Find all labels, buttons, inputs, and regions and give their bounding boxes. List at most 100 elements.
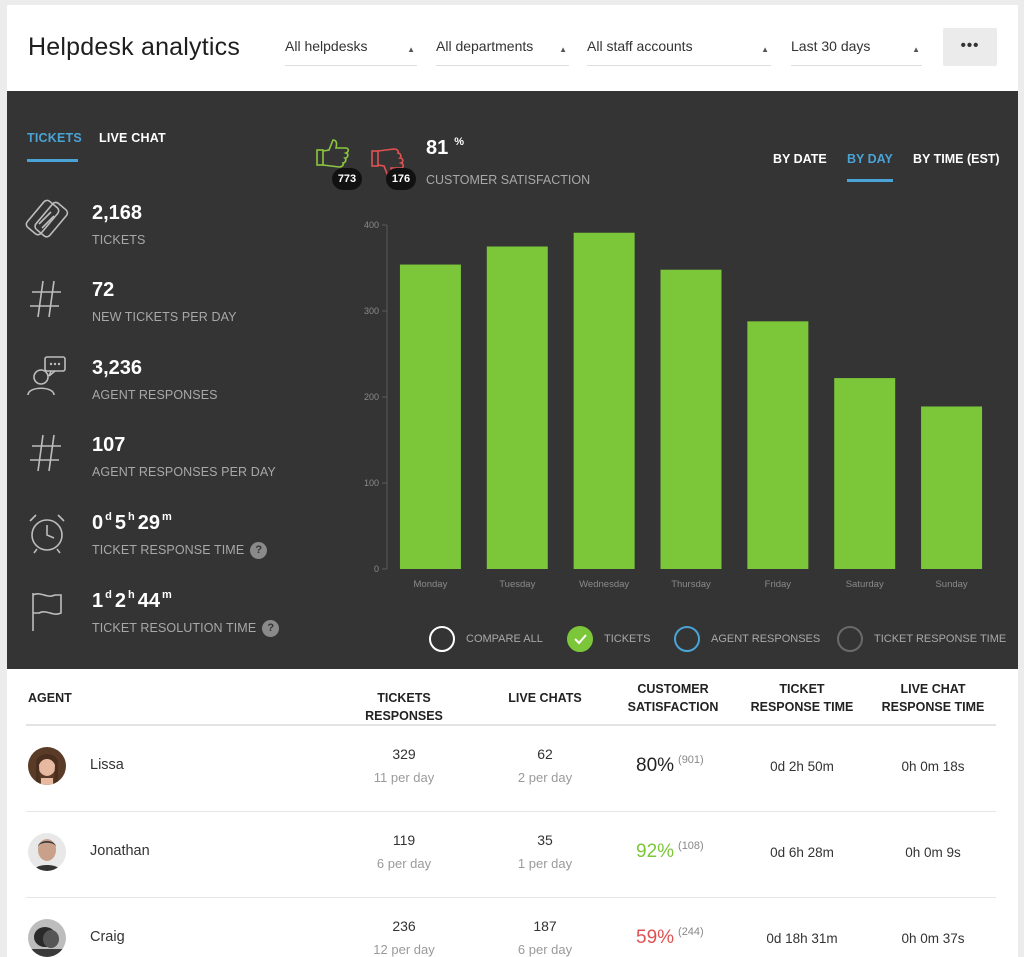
legend-circle: [429, 626, 455, 652]
flag-icon: [32, 593, 62, 631]
bar-monday: [399, 264, 461, 569]
chats-cell: 35 1 per day: [501, 832, 589, 871]
agent-name[interactable]: Craig: [90, 929, 125, 945]
stats-panel: TICKETS LIVE CHAT 2,168 TICKETS 72 NEW T…: [7, 91, 1018, 669]
satisfaction-count: (244): [678, 926, 704, 938]
ticket-resolution-time-text: TICKET RESOLUTION TIME: [92, 621, 257, 635]
x-tick-label: Thursday: [671, 579, 711, 590]
agent-name[interactable]: Lissa: [90, 757, 124, 773]
tickets-per-day: 6 per day: [376, 856, 432, 871]
new-tickets-per-day-value: 72: [92, 279, 115, 301]
caret-icon: ▲: [407, 45, 415, 54]
agent-name[interactable]: Jonathan: [90, 843, 150, 859]
satisfaction-count: (108): [678, 840, 704, 852]
more-options-button[interactable]: •••: [943, 28, 997, 66]
legend-circle: [674, 626, 700, 652]
check-icon: [567, 626, 593, 652]
x-tick-label: Monday: [414, 579, 448, 590]
x-tick-label: Sunday: [935, 579, 967, 590]
tab-by-date[interactable]: BY DATE: [773, 152, 827, 166]
col-header-satisfaction-line2: SATISFACTION: [627, 700, 719, 714]
agent-icon: [27, 356, 66, 396]
resolution-minutes-unit: m: [161, 589, 172, 601]
tab-by-day[interactable]: BY DAY: [847, 152, 893, 166]
helpdesk-filter-label: All helpdesks: [285, 38, 368, 54]
caret-icon: ▲: [761, 45, 769, 54]
tab-live-chat[interactable]: LIVE CHAT: [99, 131, 166, 145]
legend-tickets-label: TICKETS: [604, 633, 651, 645]
col-header-satisfaction[interactable]: CUSTOMER SATISFACTION: [617, 680, 729, 716]
tickets-value: 2,168: [92, 202, 143, 224]
resolution-hours: 2: [114, 590, 126, 612]
chats-cell: 62 2 per day: [501, 746, 589, 785]
agent-responses-value: 3,236: [92, 357, 143, 379]
resolution-days-unit: d: [105, 589, 112, 601]
department-filter[interactable]: All departments ▲: [436, 35, 569, 66]
avatar: [28, 747, 66, 785]
chat-response-time-cell: 0h 0m 9s: [905, 845, 961, 860]
avatar: [28, 833, 66, 871]
col-header-live-chats[interactable]: LIVE CHATS: [508, 691, 582, 705]
table-row[interactable]: Lissa 329 11 per day 62 2 per day 80% (90…: [26, 726, 996, 812]
thumbs-down-count: 176: [386, 168, 416, 190]
chat-response-time-cell: 0h 0m 18s: [901, 759, 965, 774]
satisfaction-percent: 80%: [636, 755, 675, 776]
tickets-cell: 236 12 per day: [337, 918, 471, 957]
col-header-satisfaction-line1: CUSTOMER: [637, 682, 709, 696]
ticket-response-time-text: TICKET RESPONSE TIME: [92, 543, 245, 557]
hash-icon: [30, 280, 61, 318]
satisfaction-cell: 92% (108): [636, 840, 704, 863]
table-row[interactable]: Jonathan 119 6 per day 35 1 per day 92%(…: [26, 812, 996, 898]
bar-friday: [747, 321, 809, 569]
x-tick-label: Saturday: [846, 579, 884, 590]
y-tick-label: 100: [364, 478, 379, 488]
view-tab-active-underline: [847, 179, 893, 182]
tab-by-time[interactable]: BY TIME (EST): [913, 152, 1000, 166]
satisfaction-percent: 59%: [636, 927, 675, 948]
response-hours: 5: [114, 512, 126, 534]
table-row[interactable]: Craig 236 12 per day 187 6 per day 59% (2…: [26, 898, 996, 957]
col-header-chat-response-time[interactable]: LIVE CHAT RESPONSE TIME: [875, 680, 991, 716]
tickets-by-day-chart: 0 100 200 300 400 Monday Tuesday Wednesday Thurs…: [364, 220, 983, 590]
tab-tickets[interactable]: TICKETS: [27, 131, 82, 145]
help-icon[interactable]: ?: [250, 542, 268, 559]
header-divider: [26, 724, 996, 726]
satisfaction-label: CUSTOMER SATISFACTION: [426, 173, 591, 187]
help-icon[interactable]: ?: [262, 620, 280, 637]
bar-tuesday: [486, 246, 548, 569]
agent-responses-per-day-label: AGENT RESPONSES PER DAY: [92, 465, 276, 479]
satisfaction-value: 81%: [426, 136, 464, 160]
bar-saturday: [834, 378, 896, 569]
x-tick-label: Friday: [765, 579, 792, 590]
y-tick-label: 200: [364, 392, 379, 402]
tickets-count: 236: [392, 918, 416, 934]
staff-filter[interactable]: All staff accounts ▲: [587, 35, 771, 66]
y-tick-label: 0: [374, 564, 379, 574]
response-days: 0: [92, 512, 104, 534]
helpdesk-filter[interactable]: All helpdesks ▲: [285, 35, 417, 66]
tickets-cell: 119 6 per day: [337, 832, 471, 871]
agent-responses-label: AGENT RESPONSES: [92, 388, 218, 402]
date-range-filter[interactable]: Last 30 days ▲: [791, 35, 922, 66]
resolution-minutes: 44: [137, 590, 160, 612]
response-days-unit: d: [105, 511, 112, 523]
chats-count: 187: [533, 918, 557, 934]
satisfaction-number: 81: [426, 137, 449, 159]
col-header-ticket-response-time[interactable]: TICKET RESPONSE TIME: [747, 680, 857, 716]
satisfaction-cell: 59% (244): [636, 926, 704, 949]
staff-filter-label: All staff accounts: [587, 38, 693, 54]
resolution-hours-unit: h: [127, 589, 135, 601]
thumbs-up-count: 773: [332, 168, 362, 190]
analytics-card: Helpdesk analytics All helpdesks ▲ All d…: [7, 5, 1018, 957]
hash-icon: [30, 434, 61, 472]
alarm-clock-icon: [29, 514, 65, 554]
date-range-filter-label: Last 30 days: [791, 38, 871, 54]
col-header-tickets[interactable]: TICKETS RESPONSES: [365, 691, 443, 723]
tab-active-underline: [27, 159, 78, 162]
ticket-response-time-cell: 0d 18h 31m: [766, 931, 838, 946]
x-tick-label: Wednesday: [579, 579, 629, 590]
col-header-agent[interactable]: AGENT: [28, 691, 72, 705]
satisfaction-count: (901): [678, 754, 704, 766]
page-title: Helpdesk analytics: [28, 33, 241, 61]
thumbs-up-icon: [316, 139, 350, 168]
